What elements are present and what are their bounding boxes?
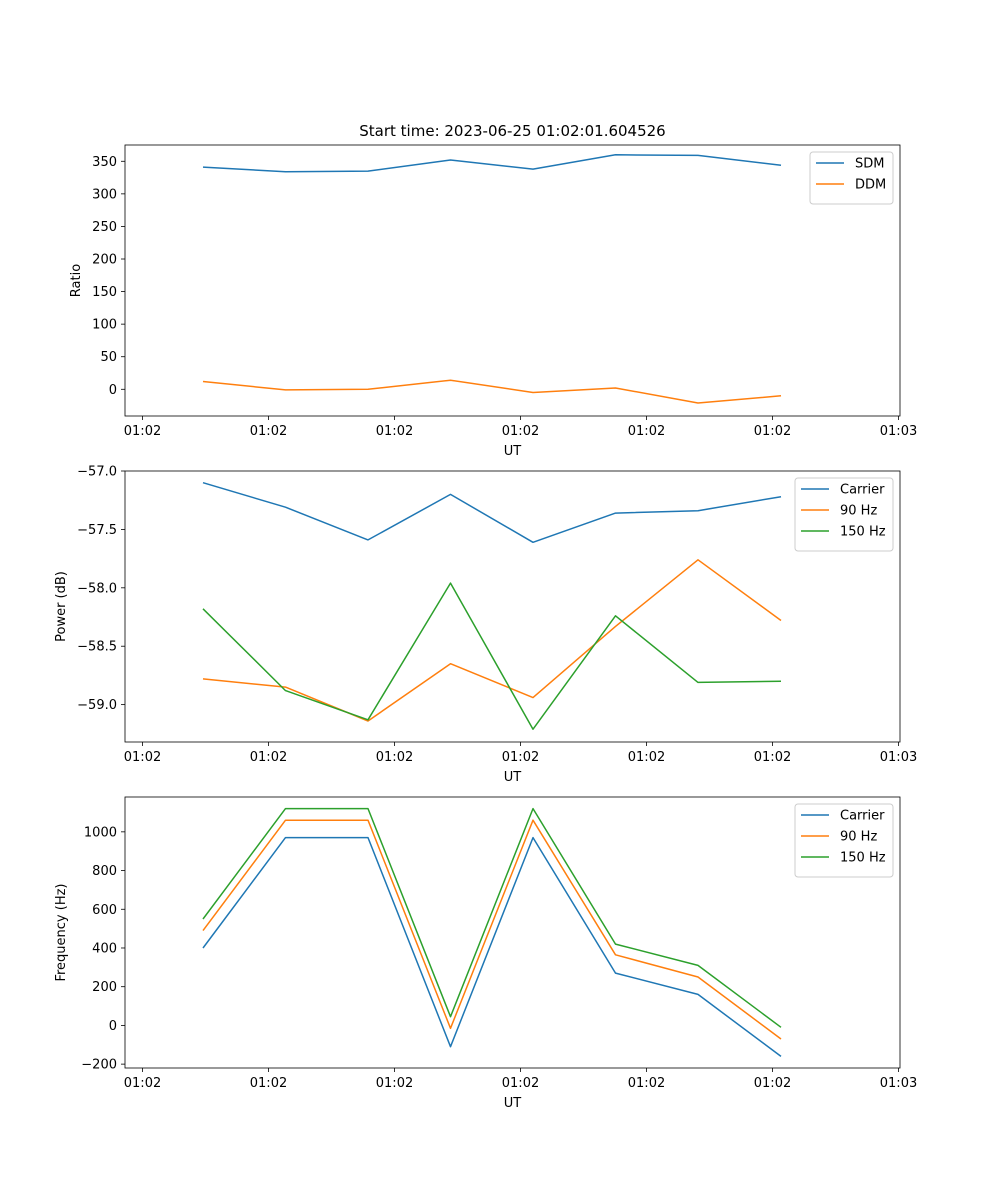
- x-tick-label: 01:02: [250, 750, 287, 765]
- x-tick-label: 01:02: [754, 1076, 791, 1091]
- series-line-90-hz: [202, 559, 782, 722]
- chart-title: Start time: 2023-06-25 01:02:01.604526: [359, 122, 665, 140]
- plot-frame: [124, 470, 901, 743]
- y-tick-label: 250: [92, 220, 117, 235]
- y-tick-label: 0: [109, 383, 117, 398]
- chart-panel-1: 01:02 01:02 01:02 01:02 01:02 01:02 01:03 0 50 10…: [69, 144, 917, 459]
- y-tick-label: 400: [92, 941, 117, 956]
- legend: SDM DDM: [809, 151, 894, 205]
- x-tick-label: 01:02: [250, 424, 287, 439]
- x-tick-label: 01:02: [376, 424, 413, 439]
- legend-label: 90 Hz: [840, 830, 877, 845]
- x-tick-label: 01:02: [754, 424, 791, 439]
- series-line-sdm: [202, 154, 782, 173]
- x-tick-label: 01:03: [880, 750, 917, 765]
- series-line-carrier: [202, 836, 782, 1058]
- y-tick-label: 1000: [84, 825, 117, 840]
- y-tick-label: −57.5: [77, 523, 117, 538]
- y-tick-label: 200: [92, 253, 117, 268]
- y-axis-label: Frequency (Hz): [54, 883, 69, 981]
- x-tick-label: 01:02: [124, 750, 161, 765]
- legend-label: DDM: [855, 178, 886, 193]
- x-tick-label: 01:02: [628, 1076, 665, 1091]
- series-line-ddm: [202, 379, 782, 404]
- x-tick-label: 01:02: [250, 1076, 287, 1091]
- y-tick-label: 200: [92, 980, 117, 995]
- y-tick-label: 150: [92, 285, 117, 300]
- x-axis-label: UT: [504, 1096, 522, 1111]
- x-tick-label: 01:02: [502, 424, 539, 439]
- y-tick-label: 350: [92, 155, 117, 170]
- series-line-150-hz: [202, 807, 782, 1028]
- legend-label: 90 Hz: [840, 504, 877, 519]
- y-tick-label: 300: [92, 187, 117, 202]
- y-tick-label: −58.5: [77, 640, 117, 655]
- y-tick-label: 800: [92, 864, 117, 879]
- y-tick-label: 0: [109, 1019, 117, 1034]
- y-axis-label: Power (dB): [54, 571, 69, 642]
- chart-panel-3: 01:02 01:02 01:02 01:02 01:02 01:02 01:03 −200 0…: [54, 796, 917, 1111]
- x-tick-label: 01:02: [628, 424, 665, 439]
- y-tick-label: −58.0: [77, 581, 117, 596]
- x-tick-label: 01:02: [376, 750, 413, 765]
- plot-frame: [124, 796, 901, 1069]
- x-tick-label: 01:02: [376, 1076, 413, 1091]
- y-tick-label: −59.0: [77, 698, 117, 713]
- legend-box: [809, 151, 894, 205]
- x-tick-label: 01:02: [502, 1076, 539, 1091]
- x-tick-label: 01:02: [124, 1076, 161, 1091]
- plot-frame: [124, 144, 901, 417]
- y-tick-label: −57.0: [77, 465, 117, 480]
- y-tick-label: 100: [92, 318, 117, 333]
- y-tick-label: 600: [92, 903, 117, 918]
- x-tick-label: 01:03: [880, 424, 917, 439]
- legend-label: 150 Hz: [840, 851, 886, 866]
- legend-label: 150 Hz: [840, 525, 886, 540]
- y-tick-label: −200: [81, 1058, 117, 1073]
- series-line-150-hz: [202, 582, 782, 730]
- legend-label: Carrier: [840, 809, 885, 824]
- y-tick-label: 50: [100, 350, 117, 365]
- x-axis-label: UT: [504, 444, 522, 459]
- series-line-carrier: [202, 481, 782, 544]
- x-axis-label: UT: [504, 770, 522, 785]
- chart-panel-2: 01:02 01:02 01:02 01:02 01:02 01:02 01:03 −57.0…: [54, 465, 917, 786]
- legend-label: SDM: [855, 157, 884, 172]
- x-tick-label: 01:02: [124, 424, 161, 439]
- x-tick-label: 01:02: [628, 750, 665, 765]
- legend-box: [794, 803, 894, 878]
- x-tick-label: 01:02: [502, 750, 539, 765]
- series-line-90-hz: [202, 819, 782, 1040]
- x-tick-label: 01:03: [880, 1076, 917, 1091]
- x-tick-label: 01:02: [754, 750, 791, 765]
- legend-label: Carrier: [840, 483, 885, 498]
- y-axis-label: Ratio: [69, 264, 84, 297]
- legend: Carrier 90 Hz 150 Hz: [794, 803, 894, 878]
- legend: Carrier 90 Hz 150 Hz: [794, 477, 894, 552]
- legend-box: [794, 477, 894, 552]
